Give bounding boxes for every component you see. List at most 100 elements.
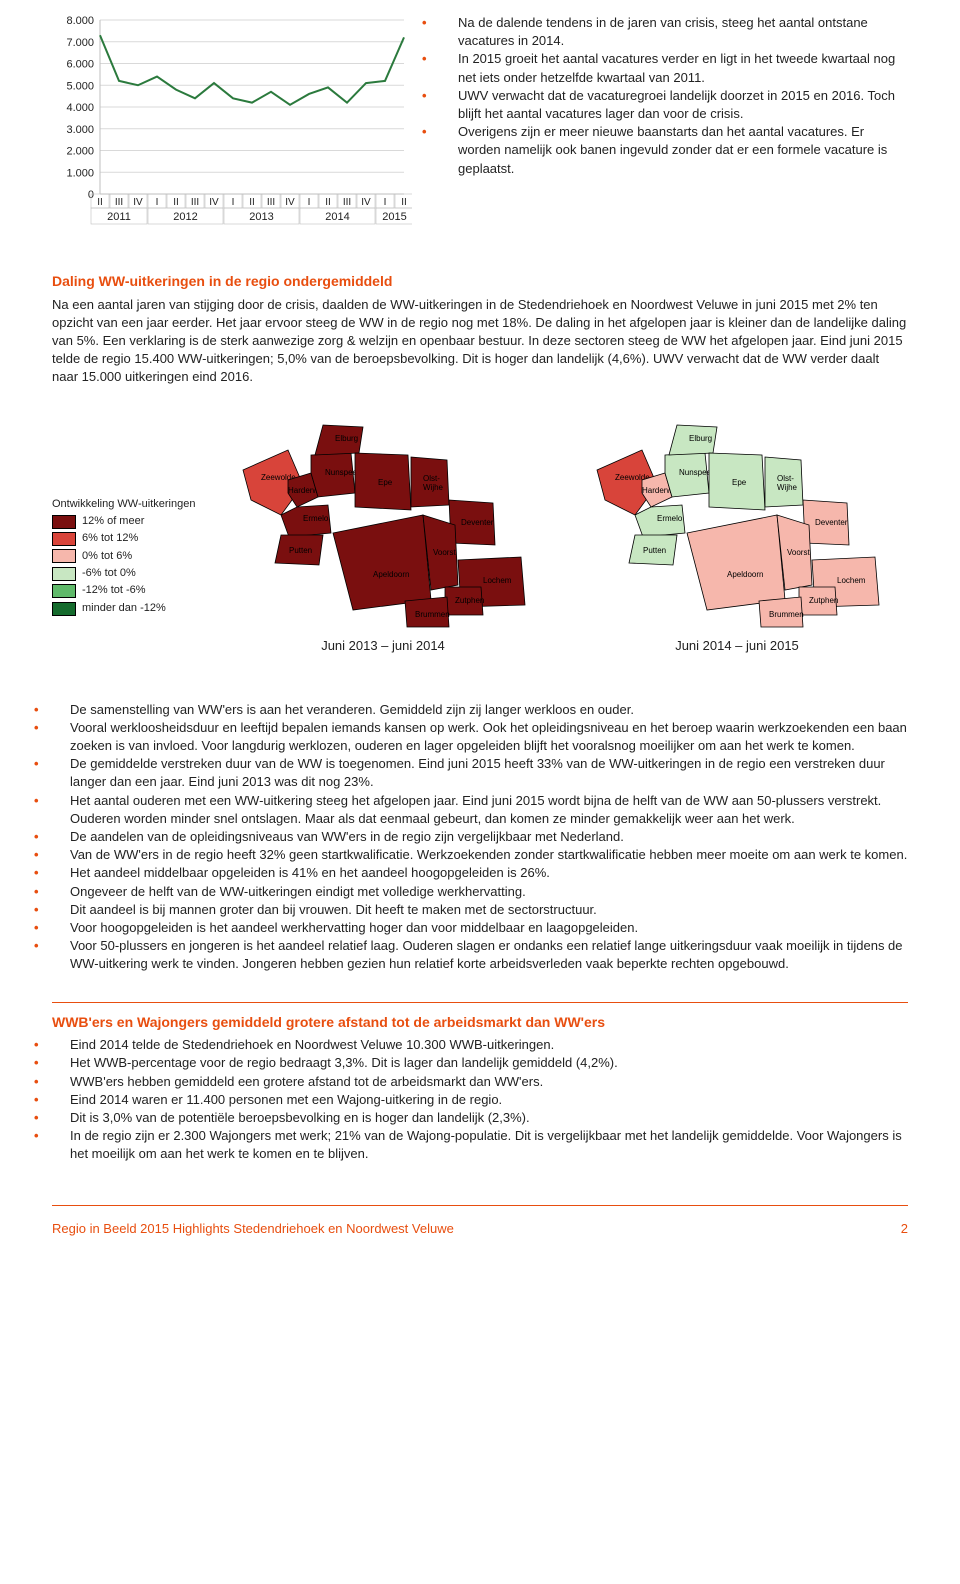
svg-text:2012: 2012 xyxy=(173,211,197,223)
svg-text:I: I xyxy=(232,197,235,208)
region-brummen xyxy=(759,597,803,627)
legend-item: 12% of meer xyxy=(52,514,200,529)
svg-text:I: I xyxy=(156,197,159,208)
list-item: De aandelen van de opleidingsniveaus van… xyxy=(52,828,908,846)
mid-bullets-list: De samenstelling van WW'ers is aan het v… xyxy=(52,701,908,974)
legend-label: -6% tot 0% xyxy=(82,566,136,581)
heading-wwb: WWB'ers en Wajongers gemiddeld grotere a… xyxy=(52,1013,908,1033)
list-item: In de regio zijn er 2.300 Wajongers met … xyxy=(52,1127,908,1163)
svg-text:IV: IV xyxy=(133,197,143,208)
svg-text:1.000: 1.000 xyxy=(66,167,94,179)
wwb-bullets-list: Eind 2014 telde de Stedendriehoek en Noo… xyxy=(52,1036,908,1163)
svg-text:III: III xyxy=(343,197,351,208)
map-right-svg: ZeewoldeHarderwijkNunspeetElburgErmeloPu… xyxy=(577,405,897,635)
list-item: Het aantal ouderen met een WW-uitkering … xyxy=(52,792,908,828)
region-zutphen xyxy=(799,587,837,615)
legend-label: 6% tot 12% xyxy=(82,531,138,546)
legend-label: -12% tot -6% xyxy=(82,583,146,598)
heading-ww: Daling WW-uitkeringen in de regio onderg… xyxy=(52,272,908,292)
region-olst-wijhe xyxy=(411,457,449,507)
svg-text:2014: 2014 xyxy=(325,211,349,223)
legend-swatch xyxy=(52,515,76,529)
legend-swatch xyxy=(52,549,76,563)
region-elburg xyxy=(669,425,717,455)
footer: Regio in Beeld 2015 Highlights Stedendri… xyxy=(52,1220,908,1238)
list-item: Eind 2014 telde de Stedendriehoek en Noo… xyxy=(52,1036,908,1054)
legend-swatch xyxy=(52,584,76,598)
svg-text:II: II xyxy=(173,197,179,208)
map-right-caption: Juni 2014 – juni 2015 xyxy=(675,637,799,655)
svg-text:8.000: 8.000 xyxy=(66,15,94,27)
legend-item: -6% tot 0% xyxy=(52,566,200,581)
legend-item: minder dan -12% xyxy=(52,601,200,616)
list-item: Overigens zijn er meer nieuwe baanstarts… xyxy=(440,123,908,178)
svg-text:III: III xyxy=(115,197,123,208)
svg-text:I: I xyxy=(384,197,387,208)
line-chart-svg: 01.0002.0003.0004.0005.0006.0007.0008.00… xyxy=(52,14,412,244)
top-bullets-list: Na de dalende tendens in de jaren van cr… xyxy=(440,14,908,178)
list-item: Van de WW'ers in de regio heeft 32% geen… xyxy=(52,846,908,864)
legend-swatch xyxy=(52,532,76,546)
svg-text:6.000: 6.000 xyxy=(66,59,94,71)
svg-text:2015: 2015 xyxy=(382,211,406,223)
svg-text:III: III xyxy=(267,197,275,208)
svg-text:7.000: 7.000 xyxy=(66,37,94,49)
map-left: ZeewoldeHarderwijkNunspeetElburgErmeloPu… xyxy=(212,405,554,655)
legend-item: -12% tot -6% xyxy=(52,583,200,598)
list-item: Het aandeel middelbaar opgeleiden is 41%… xyxy=(52,864,908,882)
region-epe xyxy=(709,453,765,510)
list-item: Dit is 3,0% van de potentiële beroepsbev… xyxy=(52,1109,908,1127)
list-item: In 2015 groeit het aantal vacatures verd… xyxy=(440,50,908,86)
region-ermelo xyxy=(281,505,331,537)
legend-swatch xyxy=(52,567,76,581)
svg-text:2.000: 2.000 xyxy=(66,146,94,158)
top-row: 01.0002.0003.0004.0005.0006.0007.0008.00… xyxy=(52,14,908,244)
region-putten xyxy=(629,535,677,565)
region-apeldoorn xyxy=(687,515,785,610)
svg-text:IV: IV xyxy=(361,197,371,208)
list-item: Ongeveer de helft van de WW-uitkeringen … xyxy=(52,883,908,901)
legend: Ontwikkeling WW-uitkeringen 12% of meer 6… xyxy=(52,405,200,619)
svg-text:II: II xyxy=(325,197,331,208)
rule-divider xyxy=(52,1002,908,1003)
region-ermelo xyxy=(635,505,685,537)
list-item: Voor hoogopgeleiden is het aandeel werkh… xyxy=(52,919,908,937)
legend-swatch xyxy=(52,602,76,616)
line-chart: 01.0002.0003.0004.0005.0006.0007.0008.00… xyxy=(52,14,412,244)
region-putten xyxy=(275,535,323,565)
legend-label: 12% of meer xyxy=(82,514,144,529)
list-item: De gemiddelde verstreken duur van de WW … xyxy=(52,755,908,791)
region-zutphen xyxy=(445,587,483,615)
legend-label: 0% tot 6% xyxy=(82,549,132,564)
region-brummen xyxy=(405,597,449,627)
svg-text:2011: 2011 xyxy=(107,211,131,223)
legend-title: Ontwikkeling WW-uitkeringen xyxy=(52,497,200,512)
map-right: ZeewoldeHarderwijkNunspeetElburgErmeloPu… xyxy=(566,405,908,655)
paragraph-ww: Na een aantal jaren van stijging door de… xyxy=(52,296,908,387)
list-item: Vooral werkloosheidsduur en leeftijd bep… xyxy=(52,719,908,755)
list-item: Dit aandeel is bij mannen groter dan bij… xyxy=(52,901,908,919)
svg-text:IV: IV xyxy=(285,197,295,208)
region-nunspeet xyxy=(311,453,355,497)
list-item: Het WWB-percentage voor de regio bedraag… xyxy=(52,1054,908,1072)
legend-items: 12% of meer 6% tot 12% 0% tot 6% -6% tot 0%… xyxy=(52,514,200,616)
svg-text:5.000: 5.000 xyxy=(66,80,94,92)
svg-text:II: II xyxy=(249,197,255,208)
region-epe xyxy=(355,453,411,510)
svg-text:I: I xyxy=(308,197,311,208)
map-row: Ontwikkeling WW-uitkeringen 12% of meer 6… xyxy=(52,405,908,655)
svg-text:II: II xyxy=(97,197,103,208)
map-left-caption: Juni 2013 – juni 2014 xyxy=(321,637,445,655)
top-bullets: Na de dalende tendens in de jaren van cr… xyxy=(440,14,908,178)
map-left-svg: ZeewoldeHarderwijkNunspeetElburgErmeloPu… xyxy=(223,405,543,635)
list-item: UWV verwacht dat de vacaturegroei landel… xyxy=(440,87,908,123)
svg-text:II: II xyxy=(401,197,407,208)
svg-text:3.000: 3.000 xyxy=(66,124,94,136)
svg-text:2013: 2013 xyxy=(249,211,273,223)
legend-label: minder dan -12% xyxy=(82,601,166,616)
footer-text: Regio in Beeld 2015 Highlights Stedendri… xyxy=(52,1220,454,1238)
svg-text:IV: IV xyxy=(209,197,219,208)
footer-page: 2 xyxy=(901,1220,908,1238)
legend-item: 6% tot 12% xyxy=(52,531,200,546)
region-apeldoorn xyxy=(333,515,431,610)
